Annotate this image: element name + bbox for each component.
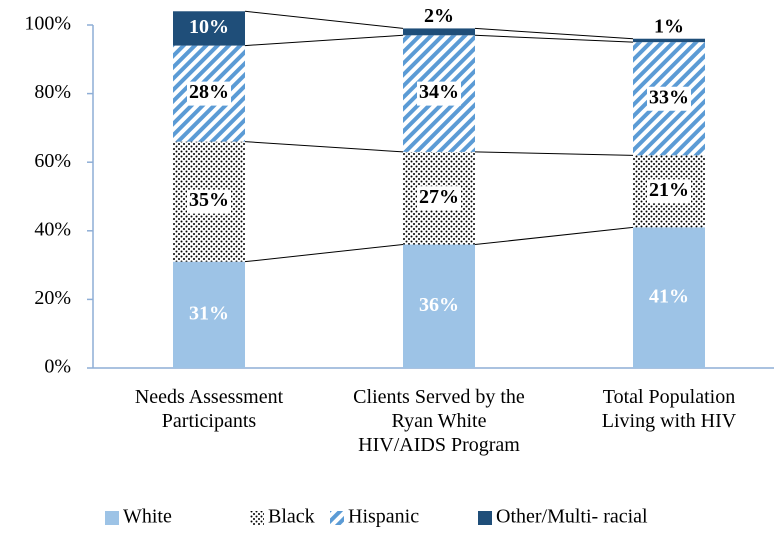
connector-line (244, 244, 404, 263)
y-tick-label: 80% (34, 81, 71, 103)
x-tick-label: Needs Assessment Participants (135, 386, 284, 432)
connector-line (474, 151, 634, 156)
data-label: 36% (419, 294, 459, 316)
bar-segment (403, 244, 475, 368)
connector-line (474, 27, 634, 40)
label-bg (417, 186, 461, 211)
legend-swatch (478, 511, 492, 525)
connector-line (244, 10, 404, 29)
connector-line (474, 34, 634, 43)
legend-label: Other/Multi- racial (496, 506, 648, 528)
label-bg (187, 189, 231, 214)
label-bg (417, 81, 461, 106)
x-tick-label: Clients Served by the Ryan White HIV/AIDS … (353, 386, 525, 456)
connector-line (474, 226, 634, 246)
data-label: 34% (419, 81, 459, 103)
data-label: 31% (189, 302, 229, 324)
data-label: 10% (189, 16, 229, 38)
connector-line (244, 34, 404, 47)
y-tick-label: 20% (34, 287, 71, 309)
bar-segment (173, 261, 245, 368)
label-bg (187, 81, 231, 106)
y-tick-label: 40% (34, 218, 71, 240)
legend-swatch (330, 511, 344, 525)
legend-label: Hispanic (348, 506, 419, 528)
data-label: 27% (419, 186, 459, 208)
data-label: 28% (189, 81, 229, 103)
y-tick-label: 100% (24, 13, 71, 35)
data-label: 2% (424, 5, 454, 27)
connector-line (244, 141, 404, 153)
bar-segment (403, 28, 475, 36)
bar-segment (173, 11, 245, 46)
legend-swatch (105, 511, 119, 525)
data-label: 21% (649, 179, 689, 201)
x-tick-label: Total Population Living with HIV (602, 386, 737, 432)
legend-label: Black (268, 506, 315, 528)
y-tick-label: 0% (44, 356, 71, 378)
data-label: 33% (649, 86, 689, 108)
data-label: 1% (654, 15, 684, 37)
data-label: 35% (189, 189, 229, 211)
bar-segment (633, 38, 705, 43)
label-bg (647, 86, 691, 111)
legend-label: White (123, 506, 172, 528)
y-tick-label: 60% (34, 150, 71, 172)
legend-swatch (250, 511, 264, 525)
label-bg (647, 179, 691, 204)
data-label: 41% (649, 285, 689, 307)
bar-segment (633, 227, 705, 368)
